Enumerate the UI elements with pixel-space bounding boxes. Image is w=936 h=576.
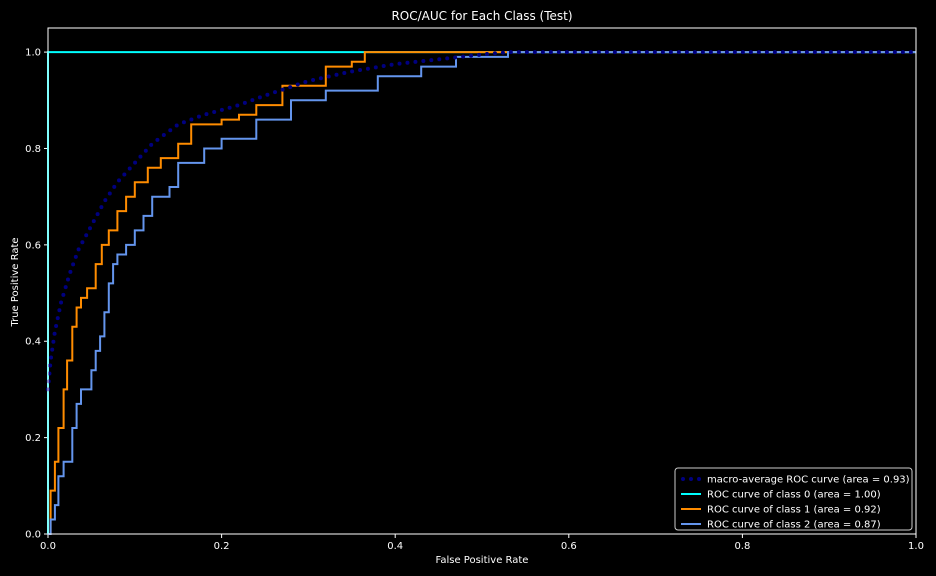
roc-series-line-2 [48,51,916,535]
y-tick-label: 0.8 [25,144,41,155]
y-tick-label: 1.0 [25,48,41,59]
y-tick-label: 0.0 [25,530,41,541]
x-tick-label: 0.6 [561,541,577,552]
x-tick-label: 0.0 [40,541,56,552]
axes-frame [47,27,917,535]
legend-label-3: ROC curve of class 2 (area = 0.87) [707,520,881,531]
y-tick-label: 0.2 [25,433,41,444]
roc-series-line-0 [46,50,918,392]
x-axis-label: False Positive Rate [436,555,529,566]
y-tick-label: 0.4 [25,337,41,348]
legend-label-2: ROC curve of class 1 (area = 0.92) [707,505,881,516]
y-axis-label: True Positive Rate [10,237,21,327]
legend-label-0: macro-average ROC curve (area = 0.93) [707,475,910,486]
plot-area: 0.0 0.2 0.4 0.6 0.8 1.0 0.0 0.2 0.4 0.6 0.8 1.0 [25,27,924,552]
legend: macro-average ROC curve (area = 0.93) ROC… [674,467,913,531]
chart-title: ROC/AUC for Each Class (Test) [391,9,572,23]
x-tick-label: 0.8 [734,541,750,552]
x-tick-label: 0.2 [214,541,230,552]
legend-label-1: ROC curve of class 0 (area = 1.00) [707,490,881,501]
roc-series-line-3 [48,51,916,535]
legend-box [674,467,913,531]
x-tick-label: 1.0 [908,541,924,552]
y-tick-label: 0.6 [25,240,41,251]
x-tick-label: 0.4 [387,541,403,552]
